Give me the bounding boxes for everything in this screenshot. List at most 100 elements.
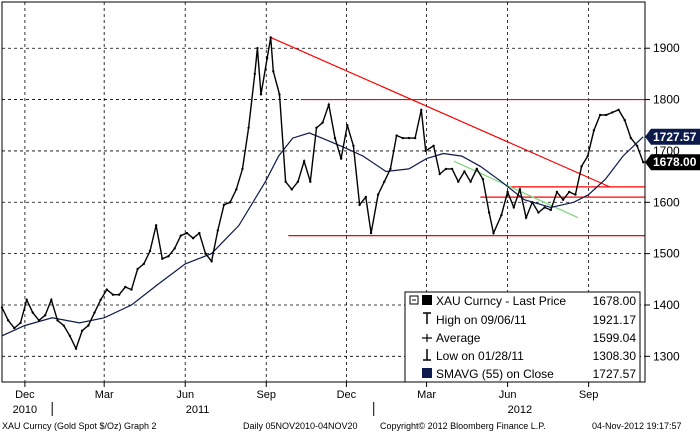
legend-value-high: 1921.17 [593,313,637,327]
price-point [290,188,293,191]
y-tick-label: 1300 [653,349,680,363]
legend-value-last-price: 1678.00 [593,294,637,308]
price-point [549,208,552,212]
price-point [25,298,28,302]
price-point [469,180,472,183]
x-tick-label: Dec [337,389,357,401]
legend-label-high: High on 09/06/11 [436,313,527,327]
price-tags: 1727.57 1678.00 [645,128,700,171]
plot-frame [1,1,646,383]
price-point [167,254,170,258]
price-point [50,298,53,302]
smavg-line [1,132,644,337]
average-icon [422,334,432,342]
high-icon [423,312,431,324]
price-point [537,211,540,214]
price-point [574,193,577,196]
x-tick-label: Dec [15,389,35,401]
price-point [259,93,263,96]
price-point [395,134,398,137]
price-point [154,224,158,227]
footer-security: XAU Curncy (Gold Spot $/Oz) Graph 2 [2,421,157,431]
trendline [270,36,611,188]
price-point [99,298,102,302]
price-point [173,247,176,250]
legend: XAU Curncy - Last Price 1678.00 High on … [404,291,641,383]
price-point [364,195,367,199]
price-point [204,252,207,255]
price-point [93,311,96,314]
price-point [6,319,10,322]
price-point [179,234,183,237]
plot-border [1,1,646,383]
y-tick-label: 1600 [653,195,680,209]
price-point [284,180,287,183]
price-point [80,329,84,332]
x-tick-label: Jun [176,389,194,401]
year-label: 2011 [186,404,210,416]
price-point [309,180,312,183]
year-label: 2012 [508,404,532,416]
footer-copyright: Copyright© 2012 Bloomberg Finance L.P. [380,421,546,431]
price-point [256,47,259,50]
price-point [617,108,620,112]
price-point [333,136,337,140]
price-point [407,136,411,140]
legend-value-average: 1599.04 [593,331,637,345]
price-point [105,288,109,291]
price-point [185,231,189,235]
y-tick-label: 1400 [653,298,680,312]
price-point [62,324,65,327]
price-point [198,231,201,235]
price-point [598,113,602,117]
price-point [68,334,72,337]
price-point [611,111,614,114]
price-tag-box [645,128,700,145]
price-point [228,201,232,204]
legend-label-smavg: SMAVG (55) on Close [436,367,554,381]
price-point [148,249,152,253]
price-point [19,321,22,325]
price-point [481,177,485,181]
price-point [568,190,571,194]
price-point [635,144,639,147]
price-point [438,172,441,176]
trendline [453,160,579,219]
x-tick-label: Sep [579,389,599,401]
legend-label-low: Low on 01/28/11 [436,349,524,363]
price-point [369,231,373,235]
footer-range: Daily 05NOV2010-04NOV20 [243,421,358,431]
price-point [352,144,355,147]
price-point [191,237,195,240]
price-point [235,188,238,191]
price-point [629,136,633,140]
price-point [161,257,164,260]
price-point [142,262,146,266]
price-point [315,126,318,130]
price-point [492,231,495,235]
price-point [376,193,380,196]
low-icon [423,349,431,361]
x-tick-label: Sep [256,389,276,401]
price-point [13,326,16,330]
price-point [500,213,503,217]
y-tick-label: 1900 [653,41,680,55]
price-point [269,36,272,39]
price-point [432,144,435,147]
price-point [383,180,386,183]
price-point [43,314,47,317]
price-point [543,206,546,209]
price-point [413,136,417,140]
price-point [56,319,59,322]
price-point [512,206,515,209]
legend-label-last-price: XAU Curncy - Last Price [436,294,566,308]
price-point [278,93,281,96]
price-point [586,154,589,158]
price-point [531,201,534,204]
footer-timestamp: 04-Nov-2012 19:17:57 [592,421,682,431]
legend-label-average: Average [436,331,481,345]
trendlines [270,36,645,237]
price-point [241,167,244,171]
